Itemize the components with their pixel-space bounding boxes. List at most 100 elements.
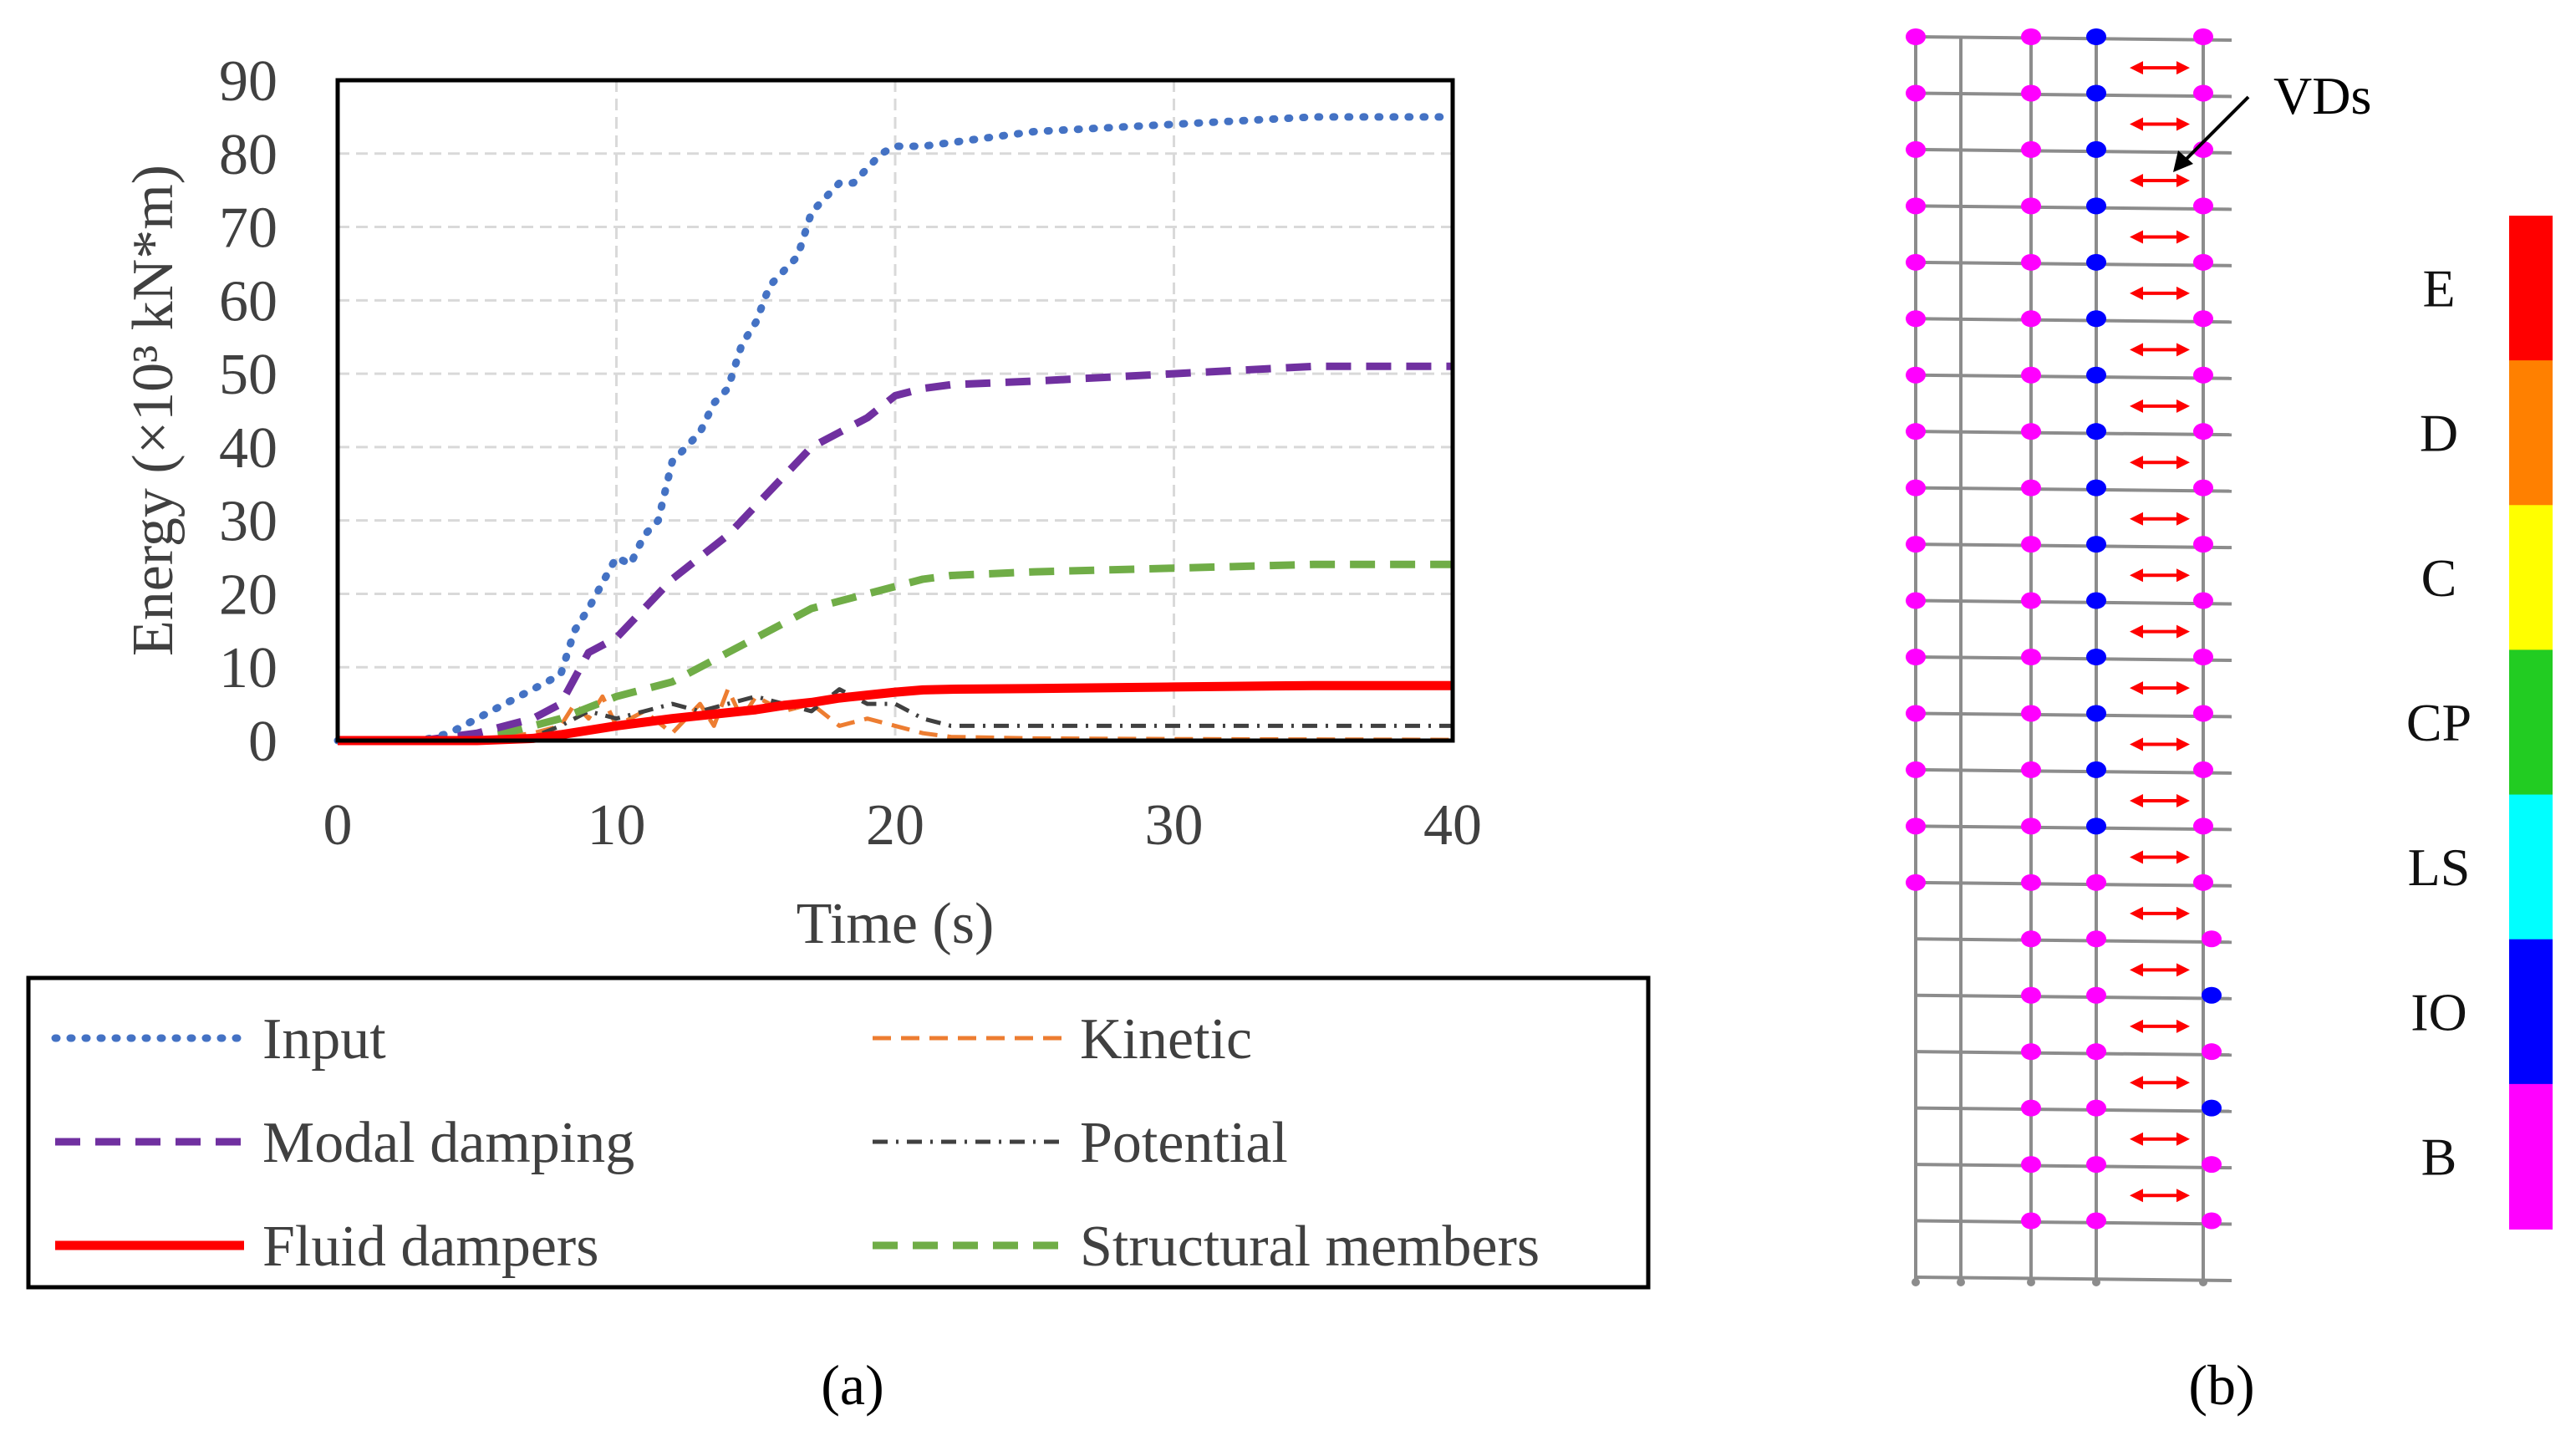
frame-beam (1915, 880, 2232, 888)
plastic-hinge (2193, 592, 2213, 609)
plastic-hinge (2193, 873, 2213, 891)
plastic-hinge (2086, 1043, 2106, 1061)
damper-arrowhead (2176, 681, 2190, 695)
y-tick-label: 80 (219, 123, 277, 187)
plastic-hinge (2021, 28, 2041, 45)
plastic-hinge (2202, 1043, 2222, 1061)
plastic-hinge (2086, 705, 2106, 722)
plot-frame (335, 78, 1455, 743)
plastic-hinge (2086, 592, 2106, 609)
plastic-hinge (2021, 986, 2041, 1004)
damper-arrowhead (2176, 512, 2190, 526)
frame-beam (1915, 993, 2232, 1001)
plastic-hinge (2202, 930, 2222, 948)
plastic-hinge (2086, 479, 2106, 496)
series-kinetic (338, 687, 1453, 743)
performance-level-label: B (2421, 1127, 2457, 1186)
plastic-hinge (2086, 366, 2106, 384)
plastic-hinge (1906, 310, 1926, 328)
colorbar-segment (2509, 1083, 2553, 1230)
y-tick-label: 50 (219, 343, 277, 407)
plastic-hinge (2021, 253, 2041, 271)
colorbar-segment (2509, 649, 2553, 796)
base-support (2199, 1278, 2207, 1286)
damper-arrowhead (2130, 1189, 2143, 1203)
base-support (1957, 1278, 1965, 1286)
plastic-hinge (1906, 536, 1926, 553)
plastic-hinge (1906, 28, 1926, 45)
plastic-hinge (1906, 140, 1926, 158)
plastic-hinge (2193, 536, 2213, 553)
energy-chart: 0 10 20 30 40 50 60 70 80 90 0 10 20 30 40 Time (s) E… (121, 49, 1482, 956)
plastic-hinge (2086, 1156, 2106, 1174)
frame-diagram (1906, 28, 2232, 1286)
series-input (333, 113, 1457, 745)
y-tick-label: 0 (248, 710, 277, 774)
plastic-hinge (2086, 1099, 2106, 1117)
base-support (2092, 1278, 2100, 1286)
damper-arrowhead (2130, 963, 2143, 977)
damper-arrowhead (2176, 906, 2190, 920)
plastic-hinge (2202, 1156, 2222, 1174)
damper-arrowhead (2130, 117, 2143, 131)
performance-colorbar: E D C CP LS IO B (2406, 216, 2553, 1230)
frame-beam (1915, 260, 2232, 267)
plastic-hinge (2021, 1099, 2041, 1117)
plastic-hinge (2086, 817, 2106, 835)
damper-arrowhead (2130, 794, 2143, 808)
performance-level-label: E (2422, 259, 2455, 318)
legend-label: Structural members (1080, 1214, 1540, 1279)
frame-beam (1915, 1163, 2232, 1170)
plastic-hinge (1906, 817, 1926, 835)
plastic-hinge (2021, 592, 2041, 609)
plastic-hinge (2193, 705, 2213, 722)
plastic-hinge (2086, 253, 2106, 271)
plastic-hinge (2193, 479, 2213, 496)
plastic-hinge (2021, 536, 2041, 553)
frame-beam (1915, 598, 2232, 606)
damper-arrowhead (2176, 174, 2190, 188)
legend-frame (26, 975, 1651, 1290)
damper-arrowhead (2130, 230, 2143, 244)
damper-arrowhead (2176, 399, 2190, 413)
damper-arrowhead (2130, 1132, 2143, 1146)
plastic-hinge (2021, 140, 2041, 158)
damper-arrowhead (2130, 1076, 2143, 1090)
y-tick-label: 90 (219, 49, 277, 114)
damper-arrowhead (2176, 794, 2190, 808)
damper-arrowhead (2130, 399, 2143, 413)
damper-arrowhead (2130, 681, 2143, 695)
damper-arrowhead (2176, 117, 2190, 131)
chart-series (333, 113, 1457, 746)
plastic-hinge (2086, 649, 2106, 665)
plastic-hinge (2202, 1099, 2222, 1117)
plastic-hinge (2202, 986, 2222, 1004)
damper-arrowhead (2176, 286, 2190, 300)
damper-arrowhead (2176, 963, 2190, 977)
plastic-hinge (2021, 649, 2041, 665)
plastic-hinge (1906, 253, 1926, 271)
colorbar-segment (2509, 939, 2553, 1085)
frame-beam (1915, 711, 2232, 719)
performance-level-label: C (2421, 548, 2457, 608)
x-tick-label: 0 (323, 793, 353, 858)
frame-beam (1915, 937, 2232, 945)
damper-arrowhead (2130, 737, 2143, 751)
frame-beam (1915, 91, 2232, 99)
y-tick-label: 20 (219, 563, 277, 627)
legend-label: Potential (1080, 1111, 1288, 1175)
chart-legend: Input Kinetic Modal damping Potential Fluid … (26, 975, 1651, 1290)
damper-arrowhead (2176, 456, 2190, 470)
damper-arrowhead (2176, 1132, 2190, 1146)
y-tick-label: 60 (219, 269, 277, 334)
chart-grid (338, 80, 1453, 741)
plastic-hinge (2086, 930, 2106, 948)
frame-beam (1915, 147, 2232, 155)
y-tick-label: 70 (219, 196, 277, 261)
damper-arrowhead (2130, 624, 2143, 639)
plastic-hinge (2193, 649, 2213, 665)
x-axis-label: Time (s) (797, 892, 995, 956)
plastic-hinge (2086, 986, 2106, 1004)
plastic-hinge (2021, 873, 2041, 891)
performance-level-label: D (2420, 404, 2458, 463)
